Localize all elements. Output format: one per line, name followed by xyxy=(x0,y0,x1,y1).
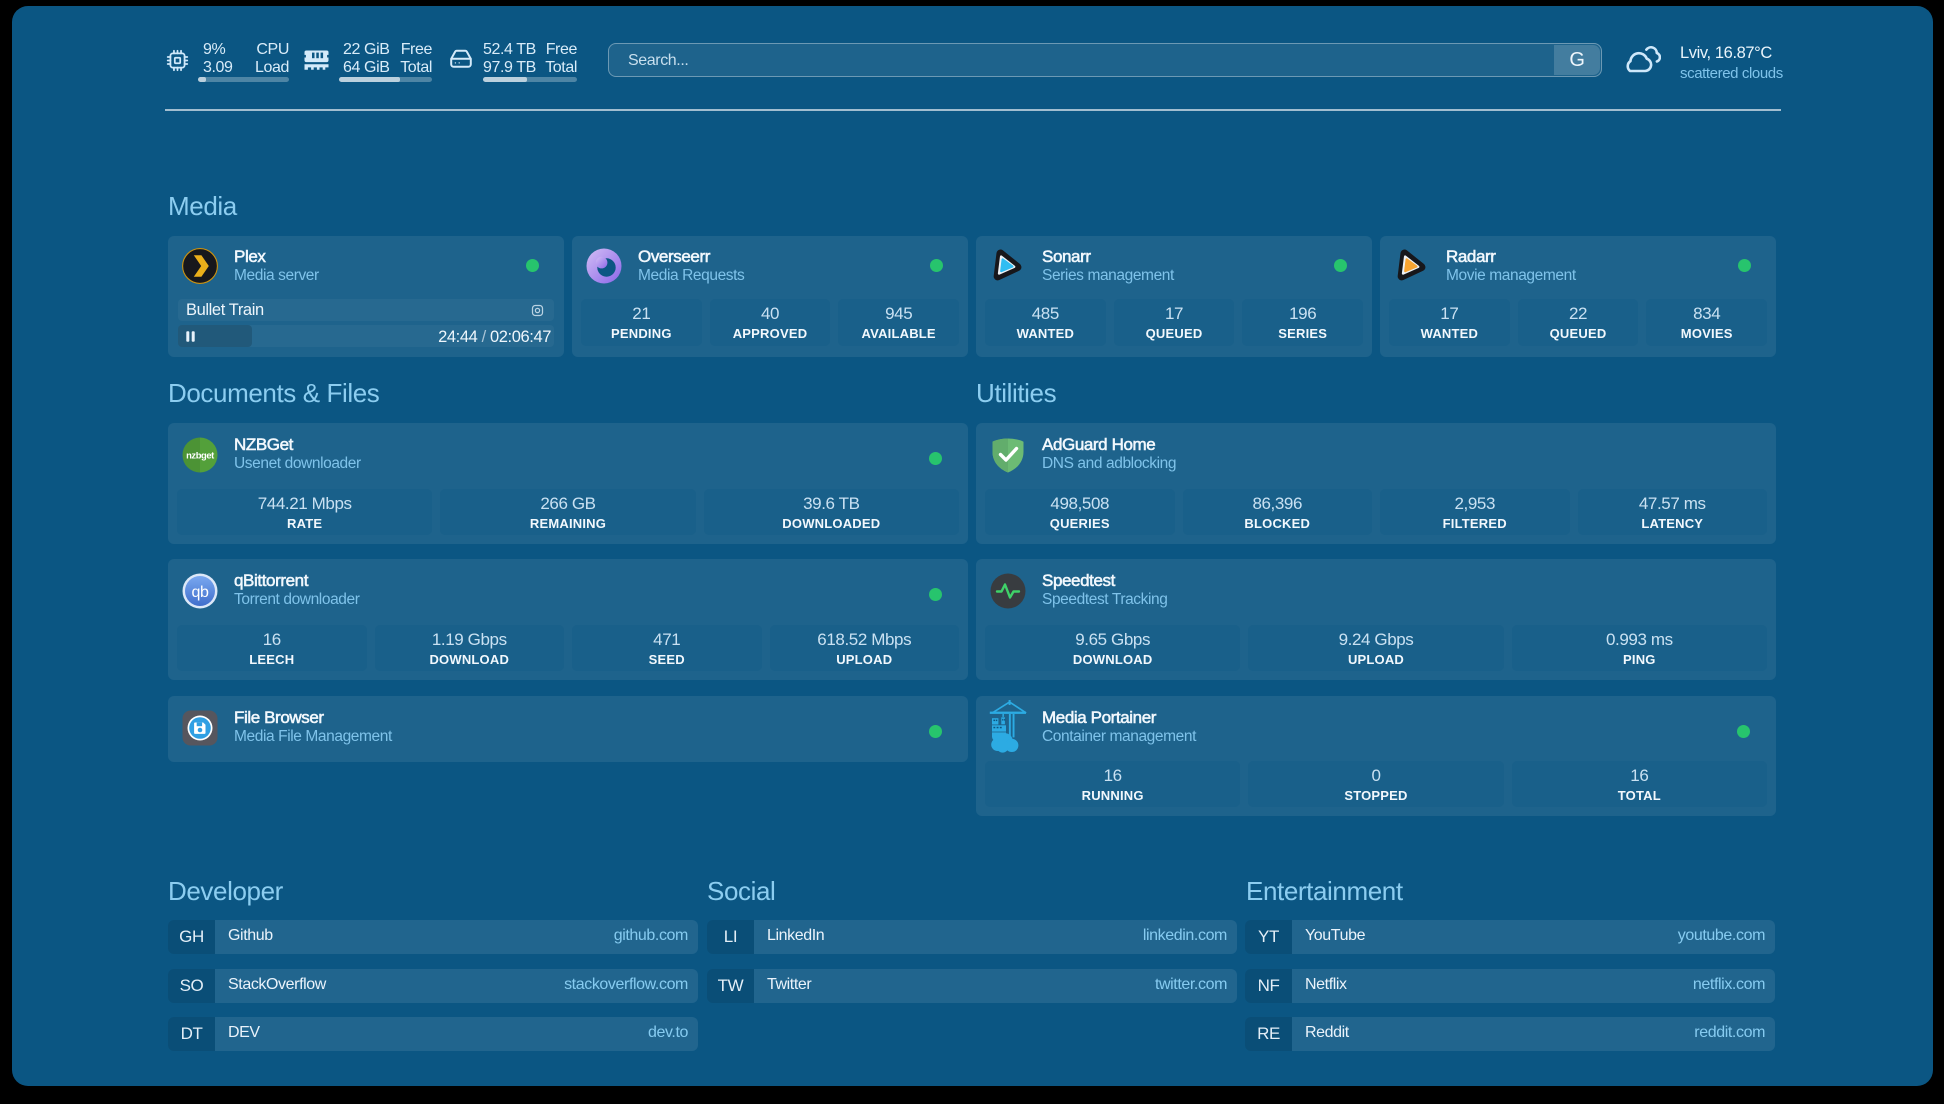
svg-text:nzbget: nzbget xyxy=(186,450,214,461)
svg-text:qb: qb xyxy=(192,584,209,601)
